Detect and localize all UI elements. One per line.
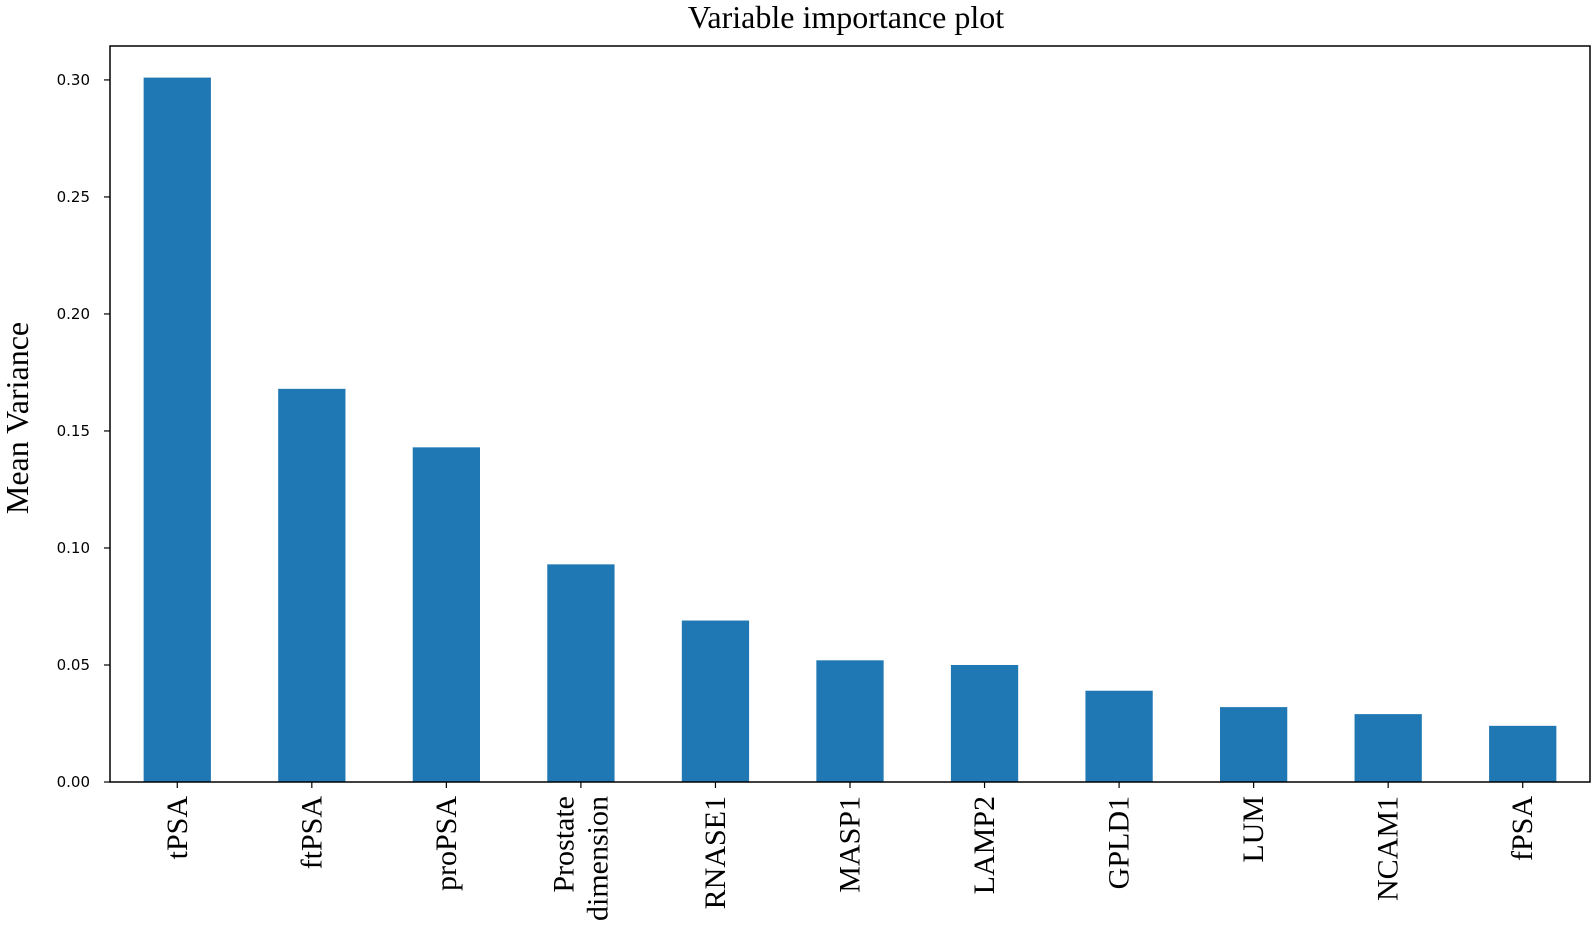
y-tick-label-2: 0.10 <box>57 539 90 557</box>
x-tick-label-2: proPSA <box>430 796 463 891</box>
x-tick-label-1: ftPSA <box>295 796 328 870</box>
plot-frame <box>109 45 1591 783</box>
y-tick-label-0: 0.00 <box>57 773 90 791</box>
y-tick-label-6: 0.30 <box>57 71 90 89</box>
bar-7 <box>1085 690 1153 782</box>
x-tick-label-3-line-0: Prostate <box>547 796 580 893</box>
y-tick-label-3: 0.15 <box>57 422 90 440</box>
y-tick-label-5: 0.25 <box>57 188 90 206</box>
bar-8 <box>1220 707 1288 782</box>
x-tick-label-9: NCAM1 <box>1372 796 1405 901</box>
x-tick-label-8: LUM <box>1237 796 1270 863</box>
bar-0 <box>143 77 211 782</box>
bar-2 <box>412 447 480 782</box>
x-tick-label-7: GPLD1 <box>1103 796 1136 889</box>
bar-3 <box>547 564 615 782</box>
x-axis-ticks: tPSA ftPSA proPSA Prostate dimension RNASE1 MA… <box>161 782 1539 921</box>
y-tick-label-1: 0.05 <box>57 656 90 674</box>
bars-group <box>143 77 1557 782</box>
y-tick-label-4: 0.20 <box>57 305 90 323</box>
x-tick-label-4: RNASE1 <box>699 796 732 909</box>
x-tick-label-3-line-1: dimension <box>581 796 614 921</box>
x-tick-label-6: LAMP2 <box>968 796 1001 894</box>
y-axis-label: Mean Variance <box>0 322 35 514</box>
bar-4 <box>681 620 750 782</box>
y-axis-ticks: 0.00 0.05 0.10 0.15 0.20 0.25 0.30 <box>57 71 110 791</box>
bar-5 <box>816 660 884 782</box>
x-tick-label-0: tPSA <box>161 796 194 860</box>
x-tick-label-5: MASP1 <box>834 796 867 893</box>
bar-10 <box>1489 725 1557 782</box>
x-tick-label-10: fPSA <box>1506 796 1539 861</box>
bar-9 <box>1354 714 1422 782</box>
bar-6 <box>950 664 1019 782</box>
chart-title: Variable importance plot <box>688 0 1004 35</box>
bar-1 <box>278 388 346 782</box>
